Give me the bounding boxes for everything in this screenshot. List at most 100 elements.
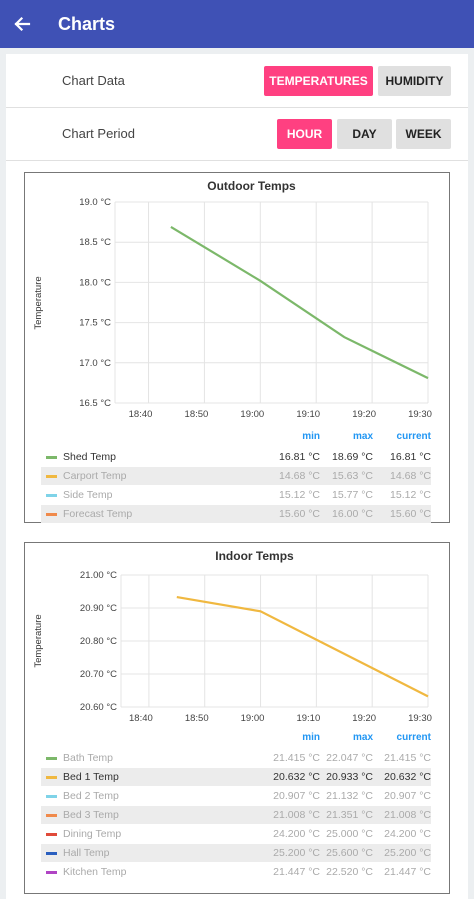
legend-row[interactable]: Kitchen Temp 21.447 °C 22.520 °C 21.447 °C bbox=[41, 863, 431, 881]
divider bbox=[6, 107, 468, 108]
x-tick-label: 18:40 bbox=[129, 409, 153, 420]
value-min: 20.907 °C bbox=[273, 790, 320, 802]
legend-row[interactable]: Dining Temp 24.200 °C 25.000 °C 24.200 °C bbox=[41, 825, 431, 843]
hour-button[interactable]: HOUR bbox=[277, 119, 332, 149]
outdoor-temps-chart: Outdoor Temps 19.0 °C 18.5 °C 18.0 °C 17.5 °… bbox=[33, 179, 432, 420]
chart-period-row: Chart Period HOUR DAY WEEK bbox=[6, 108, 468, 160]
y-tick-label: 17.5 °C bbox=[79, 318, 111, 329]
series-name: Bath Temp bbox=[63, 752, 114, 764]
week-button[interactable]: WEEK bbox=[396, 119, 451, 149]
series-name: Bed 2 Temp bbox=[63, 790, 119, 802]
y-tick-label: 20.60 °C bbox=[80, 702, 117, 713]
legend-row[interactable]: Bed 3 Temp 21.008 °C 21.351 °C 21.008 °C bbox=[41, 806, 431, 824]
y-tick-label: 16.5 °C bbox=[79, 398, 111, 409]
day-button[interactable]: DAY bbox=[337, 119, 392, 149]
series-swatch bbox=[46, 456, 57, 459]
x-tick-label: 19:10 bbox=[296, 409, 320, 420]
value-min: 15.12 °C bbox=[279, 489, 320, 501]
y-tick-label: 18.5 °C bbox=[79, 237, 111, 248]
chart-title: Outdoor Temps bbox=[207, 179, 296, 193]
indoor-temps-chart: Indoor Temps 21.00 °C 20.90 °C 20.80 °C 20.7… bbox=[33, 549, 432, 724]
value-max: 15.63 °C bbox=[332, 470, 373, 482]
column-header-current: current bbox=[396, 431, 431, 442]
value-min: 24.200 °C bbox=[273, 828, 320, 840]
series-swatch bbox=[46, 833, 57, 836]
back-button[interactable] bbox=[0, 0, 46, 48]
y-tick-label: 19.0 °C bbox=[79, 197, 111, 208]
value-current: 21.415 °C bbox=[384, 752, 431, 764]
legend-row[interactable]: Bed 2 Temp 20.907 °C 21.132 °C 20.907 °C bbox=[41, 787, 431, 805]
arrow-left-icon bbox=[14, 16, 31, 32]
series-swatch bbox=[46, 871, 57, 874]
series-line bbox=[170, 225, 429, 380]
app-bar: Charts bbox=[0, 0, 474, 48]
value-max: 18.69 °C bbox=[332, 451, 373, 463]
legend-row[interactable]: Hall Temp 25.200 °C 25.600 °C 25.200 °C bbox=[41, 844, 431, 862]
series-name: Shed Temp bbox=[63, 451, 116, 463]
value-current: 25.200 °C bbox=[384, 847, 431, 859]
value-max: 21.351 °C bbox=[326, 809, 373, 821]
series-name: Kitchen Temp bbox=[63, 866, 127, 878]
legend-row[interactable]: Shed Temp 16.81 °C 18.69 °C 16.81 °C bbox=[41, 448, 431, 466]
chart-title: Indoor Temps bbox=[215, 549, 294, 563]
column-header-max: max bbox=[352, 431, 373, 442]
x-tick-label: 19:30 bbox=[408, 713, 432, 724]
column-header-min: min bbox=[302, 431, 320, 442]
value-max: 16.00 °C bbox=[332, 508, 373, 520]
value-current: 16.81 °C bbox=[390, 451, 431, 463]
value-current: 21.447 °C bbox=[384, 866, 431, 878]
x-tick-label: 19:00 bbox=[241, 713, 265, 724]
series-name: Side Temp bbox=[63, 489, 113, 501]
x-tick-label: 19:00 bbox=[240, 409, 264, 420]
legend-row[interactable]: Bath Temp 21.415 °C 22.047 °C 21.415 °C bbox=[41, 749, 431, 767]
x-tick-label: 18:50 bbox=[185, 409, 209, 420]
y-axis-label: Temperature bbox=[33, 276, 44, 329]
value-max: 21.132 °C bbox=[326, 790, 373, 802]
series-swatch bbox=[46, 814, 57, 817]
value-min: 14.68 °C bbox=[279, 470, 320, 482]
temperatures-button[interactable]: TEMPERATURES bbox=[264, 66, 373, 96]
value-min: 15.60 °C bbox=[279, 508, 320, 520]
y-tick-label: 20.70 °C bbox=[80, 669, 117, 680]
chart-data-row: Chart Data TEMPERATURES HUMIDITY bbox=[6, 54, 468, 107]
x-tick-label: 19:20 bbox=[352, 409, 376, 420]
value-current: 21.008 °C bbox=[384, 809, 431, 821]
value-current: 15.12 °C bbox=[390, 489, 431, 501]
table-header: min max current bbox=[41, 732, 431, 746]
x-tick-label: 18:50 bbox=[185, 713, 209, 724]
series-name: Hall Temp bbox=[63, 847, 110, 859]
x-tick-label: 19:10 bbox=[296, 713, 320, 724]
value-min: 21.008 °C bbox=[273, 809, 320, 821]
series-swatch bbox=[46, 776, 57, 779]
series-swatch bbox=[46, 852, 57, 855]
value-max: 22.520 °C bbox=[326, 866, 373, 878]
value-current: 20.907 °C bbox=[384, 790, 431, 802]
value-min: 16.81 °C bbox=[279, 451, 320, 463]
value-max: 25.000 °C bbox=[326, 828, 373, 840]
series-name: Forecast Temp bbox=[63, 508, 133, 520]
value-min: 25.200 °C bbox=[273, 847, 320, 859]
divider bbox=[6, 160, 468, 161]
y-tick-label: 20.90 °C bbox=[80, 603, 117, 614]
series-swatch bbox=[46, 475, 57, 478]
value-max: 15.77 °C bbox=[332, 489, 373, 501]
y-tick-label: 20.80 °C bbox=[80, 636, 117, 647]
legend-row[interactable]: Side Temp 15.12 °C 15.77 °C 15.12 °C bbox=[41, 486, 431, 504]
value-current: 20.632 °C bbox=[384, 771, 431, 783]
legend-row[interactable]: Bed 1 Temp 20.632 °C 20.933 °C 20.632 °C bbox=[41, 768, 431, 786]
y-tick-label: 21.00 °C bbox=[80, 570, 117, 581]
legend-row[interactable]: Forecast Temp 15.60 °C 16.00 °C 15.60 °C bbox=[41, 505, 431, 523]
humidity-button[interactable]: HUMIDITY bbox=[378, 66, 451, 96]
legend-row[interactable]: Carport Temp 14.68 °C 15.63 °C 14.68 °C bbox=[41, 467, 431, 485]
table-header: min max current bbox=[41, 431, 431, 445]
indoor-temps-card: Indoor Temps 21.00 °C 20.90 °C 20.80 °C 20.7… bbox=[24, 542, 450, 894]
series-name: Dining Temp bbox=[63, 828, 122, 840]
series-swatch bbox=[46, 513, 57, 516]
value-current: 15.60 °C bbox=[390, 508, 431, 520]
value-min: 20.632 °C bbox=[273, 771, 320, 783]
value-min: 21.447 °C bbox=[273, 866, 320, 878]
value-max: 22.047 °C bbox=[326, 752, 373, 764]
x-tick-label: 18:40 bbox=[129, 713, 153, 724]
series-name: Bed 3 Temp bbox=[63, 809, 119, 821]
series-swatch bbox=[46, 795, 57, 798]
